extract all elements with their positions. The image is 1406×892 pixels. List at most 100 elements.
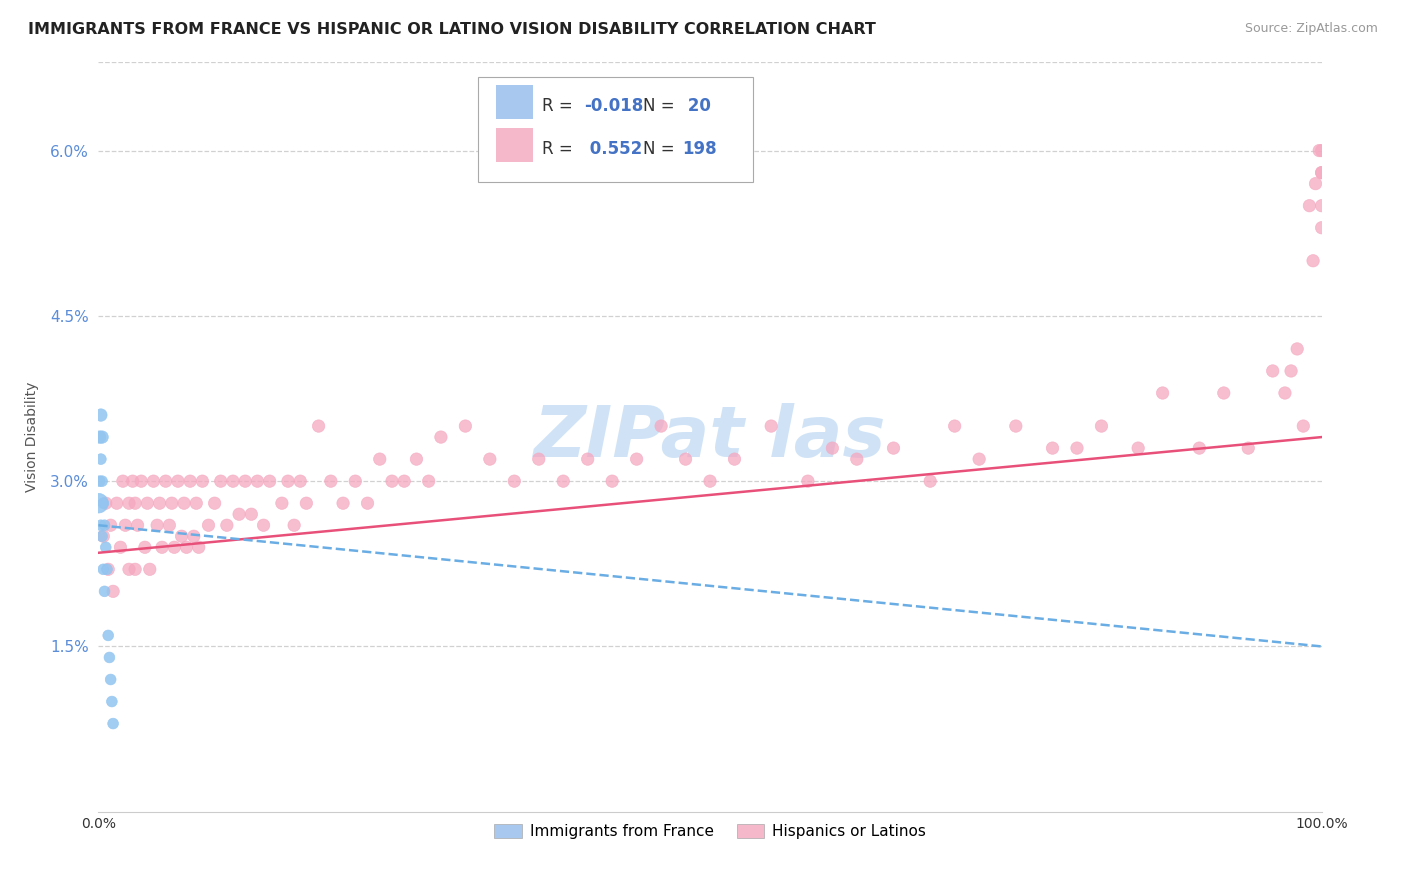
- Point: [124, 496, 146, 510]
- Point: [1152, 386, 1174, 401]
- Point: [430, 430, 453, 444]
- Point: [883, 441, 905, 455]
- Point: [259, 474, 281, 488]
- Point: [97, 562, 120, 576]
- Text: ZIPat las: ZIPat las: [534, 402, 886, 472]
- Point: [114, 518, 136, 533]
- Text: IMMIGRANTS FROM FRANCE VS HISPANIC OR LATINO VISION DISABILITY CORRELATION CHART: IMMIGRANTS FROM FRANCE VS HISPANIC OR LA…: [28, 22, 876, 37]
- Point: [723, 452, 745, 467]
- Point: [91, 529, 114, 543]
- Point: [381, 474, 404, 488]
- Point: [699, 474, 721, 488]
- Point: [90, 452, 112, 467]
- Point: [270, 496, 294, 510]
- Point: [1004, 419, 1026, 434]
- Point: [215, 518, 238, 533]
- Point: [91, 562, 114, 576]
- Point: [186, 496, 208, 510]
- Point: [1237, 441, 1260, 455]
- Point: [100, 518, 122, 533]
- Point: [845, 452, 868, 467]
- Point: [1261, 364, 1284, 378]
- Point: [527, 452, 550, 467]
- Point: [1274, 386, 1296, 401]
- Point: [222, 474, 245, 488]
- Point: [101, 694, 124, 708]
- Point: [101, 716, 124, 731]
- Point: [187, 541, 209, 555]
- Point: [1090, 419, 1112, 434]
- Point: [94, 541, 117, 555]
- Point: [89, 430, 111, 444]
- Text: 0.552: 0.552: [583, 140, 643, 158]
- Y-axis label: Vision Disability: Vision Disability: [25, 382, 39, 492]
- Point: [1310, 144, 1333, 158]
- Point: [233, 474, 256, 488]
- Point: [1310, 166, 1333, 180]
- Point: [87, 496, 110, 510]
- Point: [197, 518, 219, 533]
- Point: [553, 474, 575, 488]
- Point: [295, 496, 318, 510]
- Point: [100, 673, 122, 687]
- Point: [246, 474, 269, 488]
- Legend: Immigrants from France, Hispanics or Latinos: Immigrants from France, Hispanics or Lat…: [488, 818, 932, 846]
- Point: [1298, 199, 1320, 213]
- Point: [179, 474, 201, 488]
- Text: Source: ZipAtlas.com: Source: ZipAtlas.com: [1244, 22, 1378, 36]
- Point: [290, 474, 312, 488]
- Point: [1279, 364, 1302, 378]
- Text: -0.018: -0.018: [583, 97, 644, 115]
- Point: [101, 584, 124, 599]
- Point: [1310, 220, 1333, 235]
- Point: [176, 541, 198, 555]
- Point: [110, 541, 132, 555]
- Point: [821, 441, 844, 455]
- Point: [163, 541, 186, 555]
- Point: [1128, 441, 1150, 455]
- Point: [183, 529, 205, 543]
- Point: [1286, 342, 1309, 356]
- Point: [1308, 144, 1330, 158]
- Point: [91, 529, 114, 543]
- Point: [90, 518, 112, 533]
- Point: [118, 496, 141, 510]
- Point: [90, 408, 112, 422]
- Point: [91, 474, 114, 488]
- Point: [167, 474, 190, 488]
- FancyBboxPatch shape: [496, 128, 533, 162]
- Point: [118, 562, 141, 576]
- Point: [1212, 386, 1234, 401]
- Point: [1305, 177, 1327, 191]
- Point: [228, 507, 250, 521]
- Point: [344, 474, 367, 488]
- Text: 20: 20: [682, 97, 711, 115]
- Point: [308, 419, 330, 434]
- Point: [761, 419, 783, 434]
- Text: R =: R =: [543, 97, 578, 115]
- FancyBboxPatch shape: [478, 78, 752, 182]
- Text: N =: N =: [643, 140, 679, 158]
- Point: [1310, 199, 1333, 213]
- Point: [319, 474, 342, 488]
- Point: [967, 452, 990, 467]
- Point: [368, 452, 391, 467]
- Text: 198: 198: [682, 140, 717, 158]
- Point: [209, 474, 232, 488]
- Point: [283, 518, 305, 533]
- Point: [454, 419, 477, 434]
- Point: [96, 562, 118, 576]
- Point: [943, 419, 966, 434]
- Point: [191, 474, 214, 488]
- Point: [170, 529, 193, 543]
- Point: [600, 474, 623, 488]
- Text: N =: N =: [643, 97, 679, 115]
- Point: [277, 474, 299, 488]
- Point: [920, 474, 942, 488]
- Point: [129, 474, 152, 488]
- Point: [94, 496, 117, 510]
- Point: [478, 452, 501, 467]
- Point: [650, 419, 672, 434]
- Point: [1310, 166, 1333, 180]
- Point: [111, 474, 134, 488]
